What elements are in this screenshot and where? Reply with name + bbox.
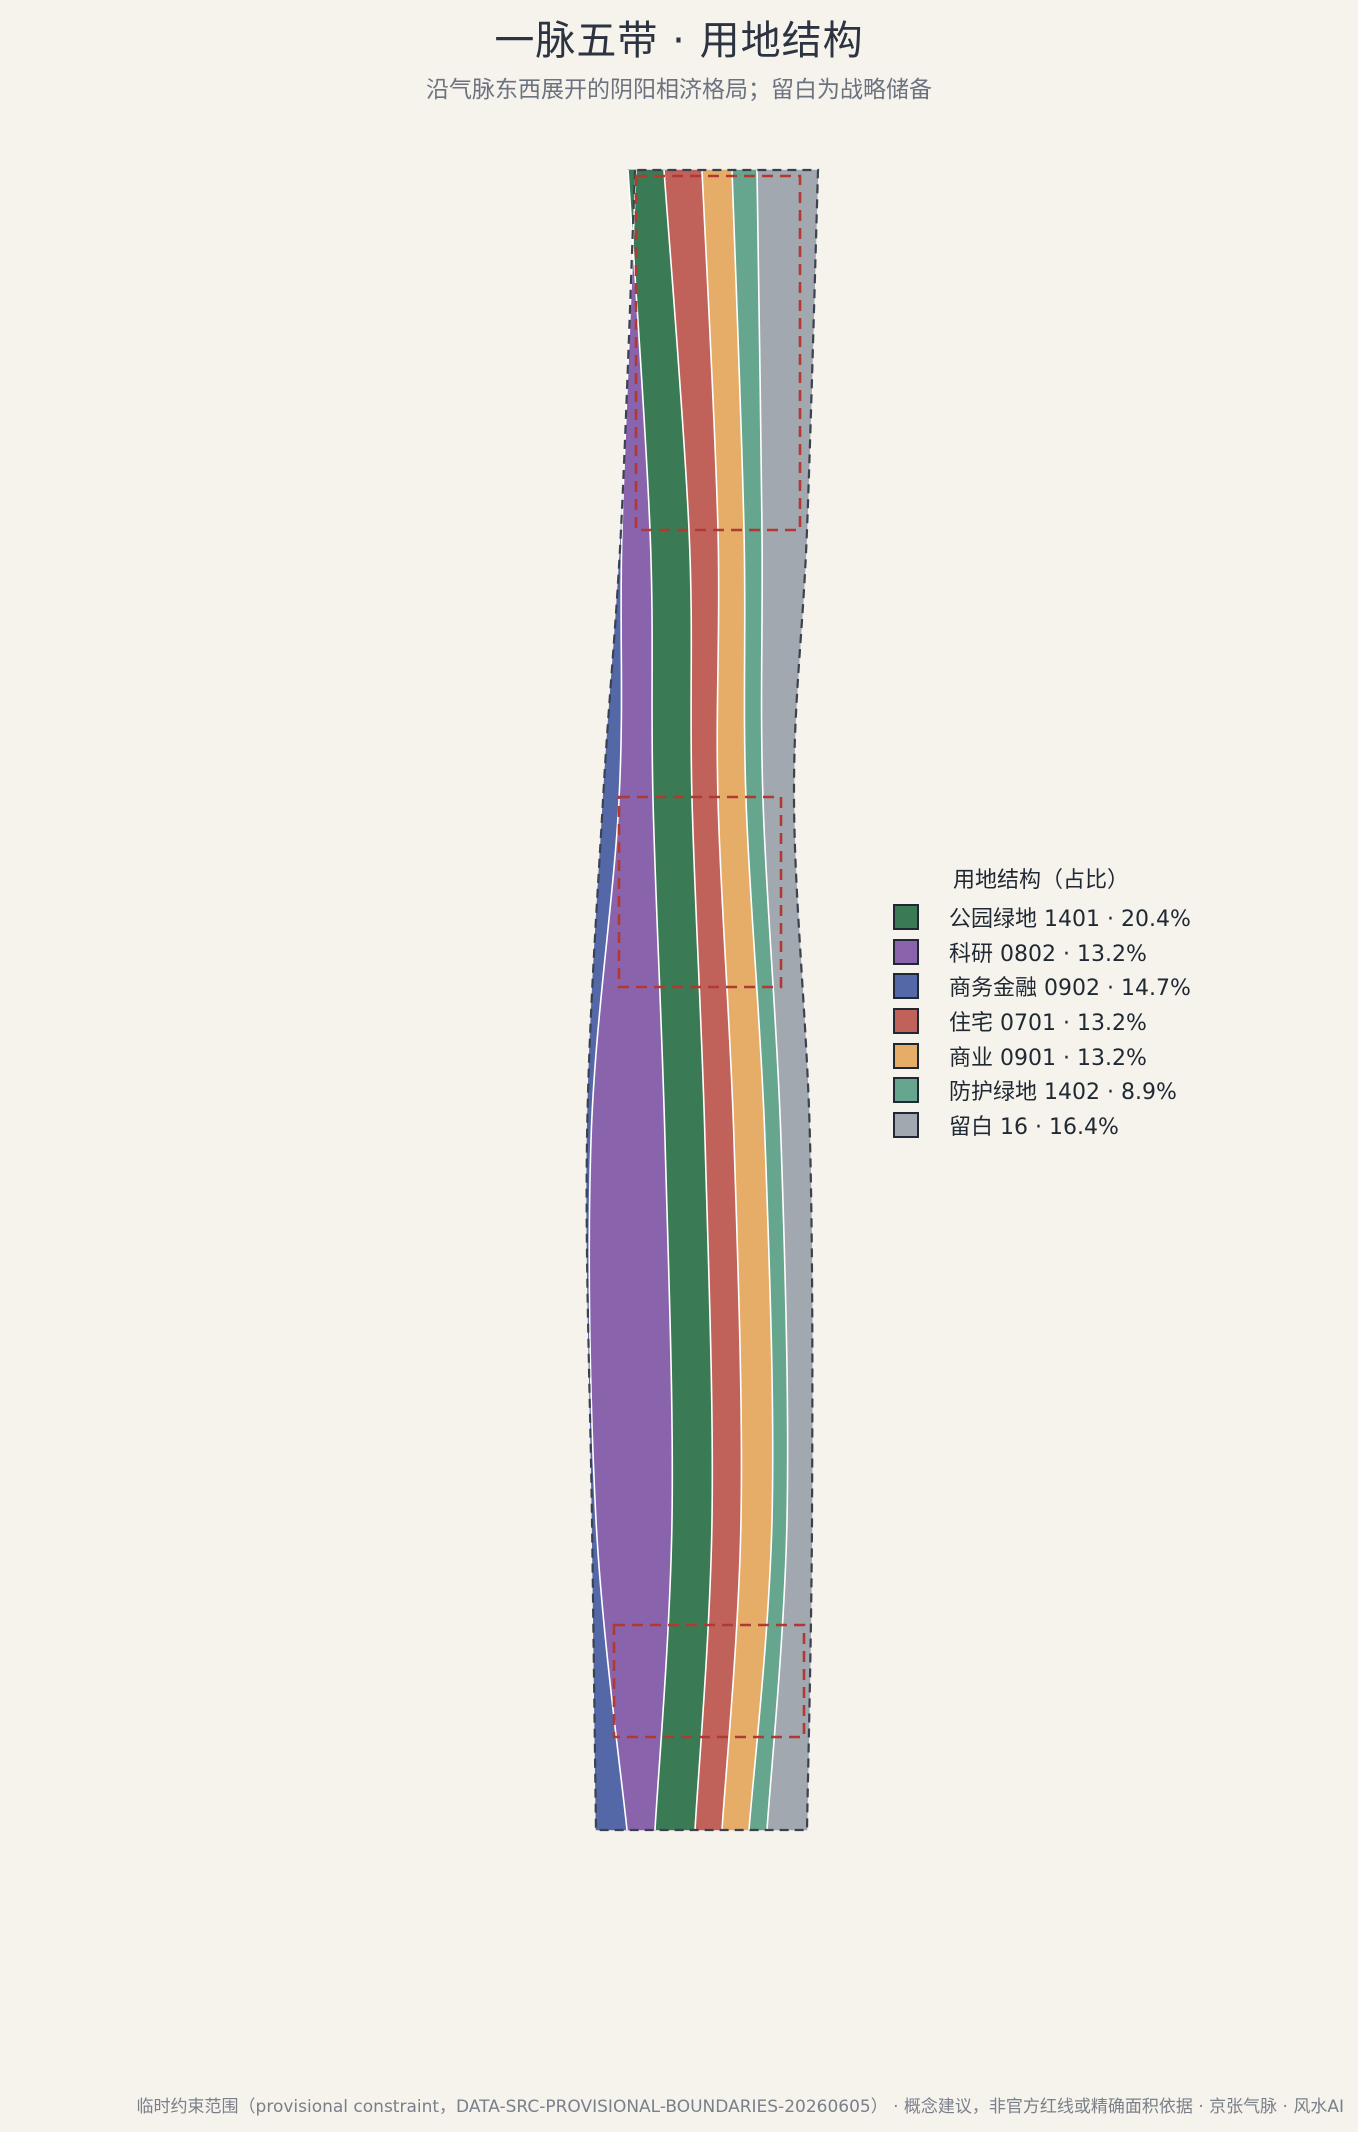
legend-label: 商业 0901 · 13.2%: [949, 1045, 1147, 1071]
land-use-bands: [586, 169, 819, 1831]
legend-item: 公园绿地 1401 · 20.4%: [893, 900, 1191, 935]
chart-subtitle: 沿气脉东西展开的阴阳相济格局；留白为战略储备: [426, 77, 932, 103]
band-separator: [756, 169, 789, 1831]
legend-label: 防护绿地 1402 · 8.9%: [949, 1080, 1177, 1106]
legend-label: 留白 16 · 16.4%: [949, 1114, 1119, 1140]
legend-item: 住宅 0701 · 13.2%: [893, 1004, 1191, 1039]
legend-item: 防护绿地 1402 · 8.9%: [893, 1073, 1191, 1108]
legend-item: 商业 0901 · 13.2%: [893, 1038, 1191, 1073]
legend-item: 商务金融 0902 · 14.7%: [893, 969, 1191, 1004]
legend-swatch: [893, 1042, 919, 1069]
zone-box-3: [612, 1623, 806, 1739]
zone-box-1: [634, 174, 802, 532]
band-separator: [701, 169, 743, 1831]
footnote: 临时约束范围（provisional constraint，DATA-SRC-P…: [136, 2097, 1344, 2117]
legend-swatch: [893, 1111, 919, 1138]
zone-boxes: [612, 174, 806, 1739]
legend-label: 商务金融 0902 · 14.7%: [949, 976, 1191, 1002]
band-separator: [731, 169, 774, 1831]
band-separator: [627, 169, 674, 1831]
legend-swatch: [893, 973, 919, 1000]
band-separator: [663, 169, 714, 1831]
band-separators: [588, 169, 789, 1831]
legend-swatch: [893, 1008, 919, 1035]
legend: 用地结构（占比） 公园绿地 1401 · 20.4% 科研 0802 · 13.2…: [893, 862, 1191, 1142]
legend-label: 住宅 0701 · 13.2%: [949, 1011, 1147, 1037]
legend-label: 科研 0802 · 13.2%: [949, 941, 1147, 967]
zone-box-2: [617, 795, 783, 989]
legend-item: 留白 16 · 16.4%: [893, 1108, 1191, 1143]
legend-label: 公园绿地 1401 · 20.4%: [949, 907, 1191, 933]
legend-swatch: [893, 938, 919, 965]
legend-swatch: [893, 1077, 919, 1104]
legend-item: 科研 0802 · 13.2%: [893, 935, 1191, 970]
chart-title: 一脉五带 · 用地结构: [494, 18, 864, 64]
legend-title: 用地结构（占比）: [953, 868, 1130, 893]
provisional-boundary: [585, 168, 820, 1832]
legend-swatch: [893, 904, 919, 931]
